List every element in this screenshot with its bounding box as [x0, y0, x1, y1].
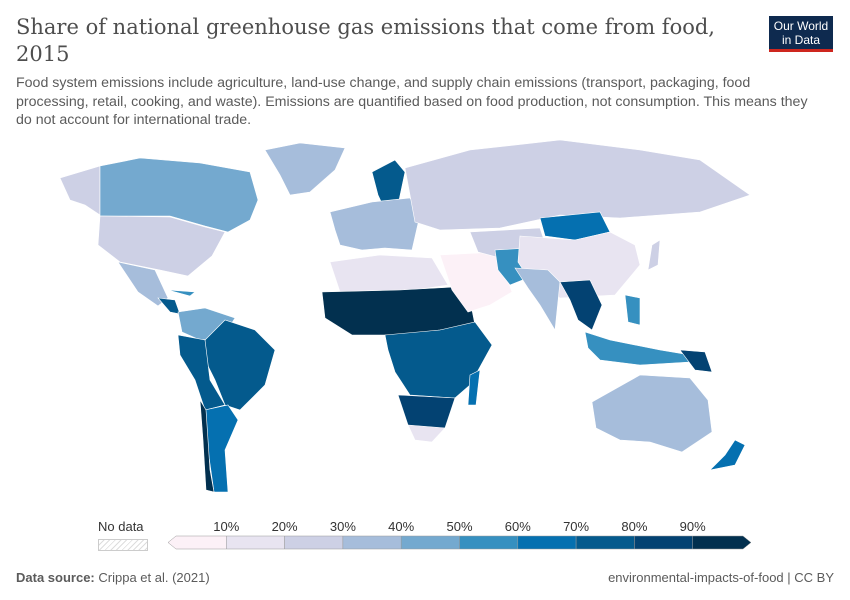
owid-logo[interactable]: Our World in Data: [769, 16, 833, 52]
country-brazil[interactable]: [204, 319, 276, 411]
country-peru-bolivia[interactable]: [177, 334, 226, 411]
country-europe[interactable]: [329, 197, 421, 251]
country-canada[interactable]: [99, 157, 259, 233]
legend-tick-label: 60%: [504, 519, 531, 534]
country-southeast-asia[interactable]: [559, 279, 603, 331]
country-central-america[interactable]: [157, 297, 181, 315]
country-russia[interactable]: [404, 139, 751, 231]
country-south-africa[interactable]: [407, 424, 446, 443]
country-north-africa[interactable]: [329, 254, 449, 293]
country-india[interactable]: [514, 267, 561, 331]
no-data-label: No data: [98, 519, 144, 534]
country-indonesia[interactable]: [584, 331, 691, 366]
legend-bin[interactable]: [692, 535, 752, 550]
legend-tick-label: 50%: [446, 519, 473, 534]
legend-bin[interactable]: [459, 535, 519, 550]
country-alaska[interactable]: [59, 165, 101, 216]
country-cuba[interactable]: [167, 289, 196, 297]
legend-bin[interactable]: [284, 535, 344, 550]
legend: No data 10% 20% 30% 40% 50% 60% 70% 80% 90%: [0, 515, 850, 555]
legend-bin[interactable]: [342, 535, 402, 550]
chart-title: Share of national greenhouse gas emissio…: [16, 15, 715, 66]
legend-tick-label: 30%: [329, 519, 356, 534]
license-link[interactable]: environmental-impacts-of-food | CC BY: [608, 570, 834, 585]
legend-tick-label: 10%: [213, 519, 240, 534]
legend-bin[interactable]: [575, 535, 635, 550]
no-data-swatch: [98, 539, 148, 551]
legend-bin[interactable]: [634, 535, 693, 550]
country-philippines[interactable]: [624, 294, 641, 326]
country-madagascar[interactable]: [467, 369, 481, 406]
data-source: Data source: Crippa et al. (2021): [16, 570, 210, 585]
legend-bin[interactable]: [167, 535, 227, 550]
legend-bin[interactable]: [400, 535, 460, 550]
country-australia[interactable]: [591, 374, 713, 453]
legend-color-bar: [167, 535, 752, 550]
country-papua[interactable]: [679, 349, 713, 373]
legend-tick-label: 70%: [563, 519, 590, 534]
country-greenland[interactable]: [264, 142, 346, 196]
source-label: Data source:: [16, 570, 95, 585]
legend-bin[interactable]: [226, 535, 285, 550]
chart-subtitle: Food system emissions include agricultur…: [16, 75, 808, 128]
country-central-east-africa[interactable]: [384, 321, 493, 399]
country-usa[interactable]: [97, 215, 226, 277]
legend-tick-label: 20%: [271, 519, 298, 534]
legend-tick-label: 90%: [679, 519, 706, 534]
legend-tick-label: 40%: [388, 519, 415, 534]
legend-bin[interactable]: [517, 535, 577, 550]
source-link[interactable]: Crippa et al. (2021): [98, 570, 210, 585]
country-new-zealand[interactable]: [709, 439, 746, 471]
legend-tick-label: 80%: [621, 519, 648, 534]
country-japan[interactable]: [647, 239, 661, 271]
world-map[interactable]: [0, 135, 850, 515]
country-chile[interactable]: [199, 399, 215, 493]
